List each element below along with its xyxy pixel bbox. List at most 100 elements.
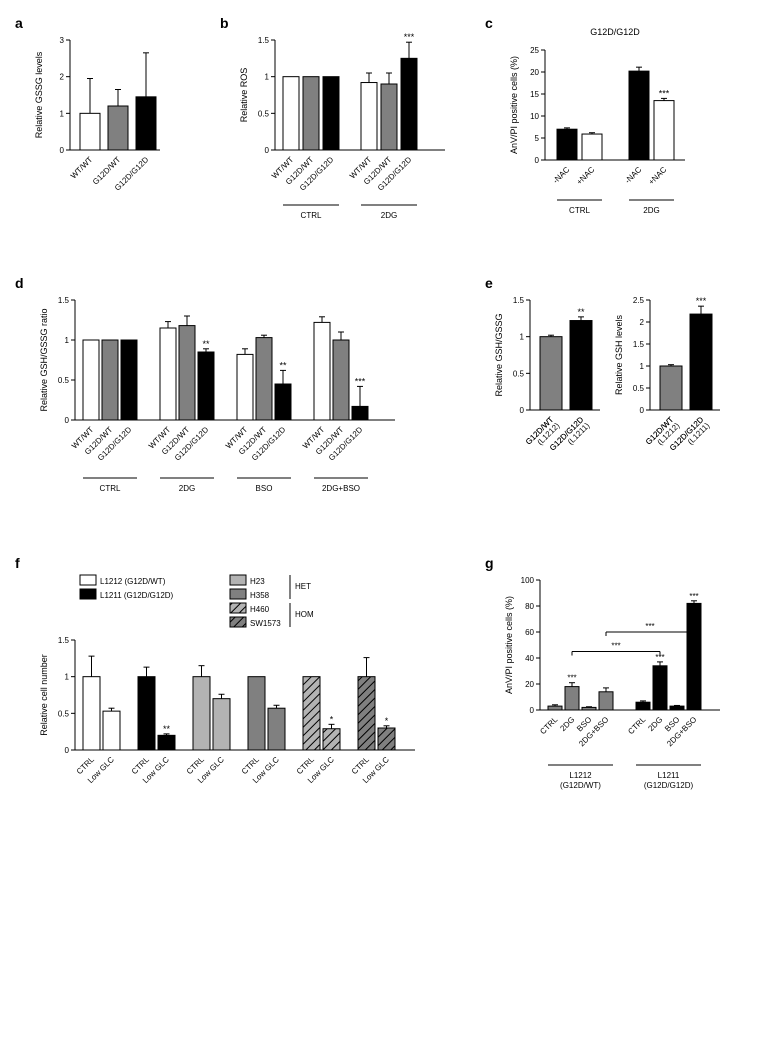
svg-text:CTRL: CTRL (100, 484, 121, 493)
svg-text:BSO: BSO (256, 484, 273, 493)
svg-text:AnV/PI positive cells (%): AnV/PI positive cells (%) (509, 56, 519, 154)
svg-text:3: 3 (60, 36, 65, 45)
svg-text:Relative GSH/GSSG ratio: Relative GSH/GSSG ratio (39, 308, 49, 411)
svg-text:Relative cell number: Relative cell number (39, 654, 49, 736)
svg-text:10: 10 (530, 112, 539, 121)
chart-c: G12D/G12D0510152025AnV/PI positive cells… (490, 20, 710, 260)
panel-label-a: a (15, 15, 23, 31)
svg-text:CTRL: CTRL (569, 206, 590, 215)
svg-text:L1212 (G12D/WT): L1212 (G12D/WT) (100, 577, 166, 586)
svg-text:0: 0 (640, 406, 645, 415)
panel-b: b 00.511.5Relative ROSWT/WTG12D/WTG12D/G… (225, 20, 465, 260)
svg-text:-NAC: -NAC (623, 165, 643, 185)
panel-g: g 020406080100AnV/PI positive cells (%)C… (490, 560, 740, 860)
svg-text:***: *** (645, 622, 654, 631)
svg-text:20: 20 (530, 68, 539, 77)
svg-text:2DG: 2DG (646, 715, 664, 733)
svg-text:+NAC: +NAC (575, 165, 597, 187)
svg-text:(G12D/G12D): (G12D/G12D) (644, 781, 694, 790)
svg-text:0: 0 (265, 146, 270, 155)
svg-text:CTRL: CTRL (538, 715, 560, 737)
svg-text:+NAC: +NAC (647, 165, 669, 187)
svg-text:0.5: 0.5 (58, 709, 70, 718)
svg-text:2: 2 (60, 73, 65, 82)
svg-text:SW1573: SW1573 (250, 619, 281, 628)
svg-text:H358: H358 (250, 591, 270, 600)
svg-text:**: ** (279, 360, 287, 370)
svg-text:2DG: 2DG (643, 206, 659, 215)
svg-text:AnV/PI positive cells (%): AnV/PI positive cells (%) (504, 596, 514, 694)
svg-text:1: 1 (60, 109, 65, 118)
svg-text:***: *** (611, 642, 620, 651)
svg-text:0: 0 (65, 416, 70, 425)
svg-text:L1211 (G12D/G12D): L1211 (G12D/G12D) (100, 591, 174, 600)
panel-label-c: c (485, 15, 493, 31)
svg-text:0.5: 0.5 (633, 384, 645, 393)
svg-text:***: *** (659, 88, 670, 98)
svg-text:1.5: 1.5 (513, 296, 525, 305)
svg-text:HET: HET (295, 582, 311, 591)
panel-label-d: d (15, 275, 24, 291)
panel-label-f: f (15, 555, 20, 571)
chart-d: 00.511.5Relative GSH/GSSG ratioWT/WTG12D… (20, 280, 420, 540)
svg-text:*: * (330, 714, 334, 724)
panel-label-e: e (485, 275, 493, 291)
panel-f: f L1212 (G12D/WT)L1211 (G12D/G12D)H23H35… (20, 560, 465, 860)
svg-text:Relative ROS: Relative ROS (239, 68, 249, 123)
svg-text:0: 0 (535, 156, 540, 165)
svg-text:1.5: 1.5 (58, 636, 70, 645)
svg-text:0: 0 (530, 706, 535, 715)
svg-text:20: 20 (525, 680, 534, 689)
svg-text:0: 0 (520, 406, 525, 415)
svg-text:15: 15 (530, 90, 539, 99)
svg-text:100: 100 (521, 576, 535, 585)
chart-e: 00.511.5Relative GSH/GSSGG12D/WTG12D/WT(… (490, 280, 730, 540)
svg-text:L1211: L1211 (658, 771, 680, 780)
svg-text:25: 25 (530, 46, 539, 55)
svg-text:**: ** (163, 724, 171, 734)
chart-g: 020406080100AnV/PI positive cells (%)CTR… (490, 560, 740, 860)
svg-text:0.5: 0.5 (513, 369, 525, 378)
figure-grid: a 0123Relative GSSG levelsWT/WTG12D/WTG1… (20, 20, 738, 860)
svg-text:1: 1 (65, 673, 70, 682)
panel-d: d 00.511.5Relative GSH/GSSG ratioWT/WTG1… (20, 280, 465, 540)
svg-text:2DG: 2DG (179, 484, 195, 493)
svg-text:WT/WT: WT/WT (69, 155, 95, 181)
svg-text:1.5: 1.5 (58, 296, 70, 305)
svg-text:H23: H23 (250, 577, 265, 586)
svg-text:(G12D/WT): (G12D/WT) (560, 781, 601, 790)
svg-text:1.5: 1.5 (633, 340, 645, 349)
panel-a: a 0123Relative GSSG levelsWT/WTG12D/WTG1… (20, 20, 200, 260)
svg-text:CTRL: CTRL (626, 715, 648, 737)
svg-text:***: *** (689, 592, 698, 601)
svg-text:***: *** (355, 376, 366, 386)
chart-b: 00.511.5Relative ROSWT/WTG12D/WTG12D/G12… (225, 20, 465, 260)
svg-text:-NAC: -NAC (551, 165, 571, 185)
svg-text:***: *** (404, 32, 415, 42)
svg-text:2DG: 2DG (558, 715, 576, 733)
svg-text:5: 5 (535, 134, 540, 143)
svg-text:2DG: 2DG (381, 211, 397, 220)
svg-text:*: * (385, 716, 389, 726)
svg-text:1.5: 1.5 (258, 36, 270, 45)
svg-text:80: 80 (525, 602, 534, 611)
svg-text:1: 1 (640, 362, 645, 371)
panel-label-g: g (485, 555, 494, 571)
svg-text:L1212: L1212 (569, 771, 592, 780)
svg-text:**: ** (577, 307, 585, 317)
panel-c: c G12D/G12D0510152025AnV/PI positive cel… (490, 20, 740, 260)
svg-text:***: *** (696, 296, 707, 306)
svg-text:Relative GSH/GSSG: Relative GSH/GSSG (494, 313, 504, 396)
svg-text:0: 0 (65, 746, 70, 755)
svg-text:Relative GSH levels: Relative GSH levels (614, 314, 624, 395)
panel-label-b: b (220, 15, 229, 31)
svg-text:***: *** (567, 674, 576, 683)
svg-text:**: ** (202, 339, 210, 349)
svg-text:2.5: 2.5 (633, 296, 645, 305)
svg-text:1: 1 (520, 333, 525, 342)
svg-text:Relative GSSG levels: Relative GSSG levels (34, 51, 44, 138)
svg-text:H460: H460 (250, 605, 270, 614)
svg-text:1: 1 (265, 73, 270, 82)
chart-a: 0123Relative GSSG levelsWT/WTG12D/WTG12D… (20, 20, 200, 260)
svg-text:0.5: 0.5 (58, 376, 70, 385)
